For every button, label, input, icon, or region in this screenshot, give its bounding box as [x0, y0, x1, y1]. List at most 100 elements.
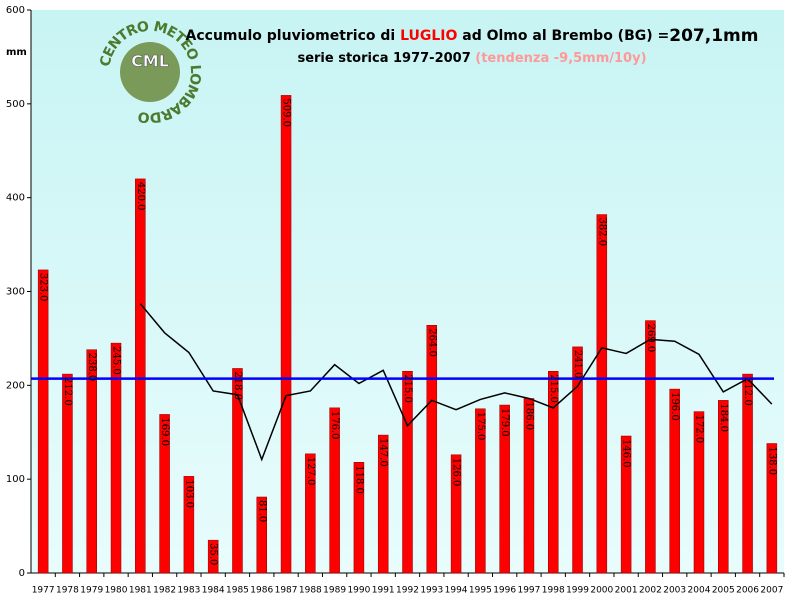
logo-text: CML: [131, 52, 169, 71]
value-label: 146.0: [621, 439, 632, 468]
value-label: 196.0: [669, 392, 680, 421]
subtitle-part: (tendenza -9,5mm/10y): [475, 51, 646, 66]
title-part: ad Olmo al Brembo (BG) =: [457, 28, 669, 44]
bar: [645, 320, 656, 574]
x-tick-label: 1977: [32, 586, 55, 596]
x-tick-label: 2005: [712, 586, 735, 596]
x-tick-label: 1981: [129, 586, 152, 596]
value-label: 138.0: [766, 447, 777, 476]
bar: [377, 434, 389, 574]
x-tick-label: 2001: [615, 586, 638, 596]
bar: [37, 269, 49, 574]
value-label: 184.0: [718, 403, 729, 432]
y-tick-label: 300: [6, 287, 25, 298]
value-label: 179.0: [499, 408, 510, 437]
value-label: 81.0: [256, 500, 267, 522]
value-label: 118.0: [353, 465, 364, 494]
subtitle-part: serie storica 1977-2007: [297, 51, 475, 66]
y-tick-label: 100: [6, 474, 25, 485]
bar: [596, 214, 608, 574]
value-label: 264.0: [426, 328, 437, 357]
trend-line: [139, 303, 773, 462]
value-label: 147.0: [378, 438, 389, 467]
bar: [232, 368, 243, 574]
bar: [207, 539, 219, 574]
value-label: 127.0: [305, 457, 316, 486]
x-tick-label: 1999: [566, 586, 589, 596]
bar: [86, 349, 97, 574]
bar: [426, 325, 438, 574]
bar: [353, 462, 365, 574]
x-tick-label: 1996: [493, 586, 516, 596]
value-label: 126.0: [451, 458, 462, 487]
bar: [693, 411, 705, 574]
x-tick-label: 2003: [663, 586, 686, 596]
value-label: 382.0: [596, 218, 607, 247]
x-tick-label: 1987: [275, 586, 298, 596]
value-label: 212.0: [742, 377, 753, 406]
x-tick-label: 2002: [639, 586, 662, 596]
x-tick-label: 1997: [517, 586, 540, 596]
y-tick-label: 0: [19, 568, 25, 579]
value-label: 509.0: [281, 98, 292, 127]
value-label: 420.0: [135, 182, 146, 211]
x-tick-label: 2000: [590, 586, 613, 596]
value-label: 245.0: [111, 346, 122, 375]
value-label: 215.0: [402, 374, 413, 403]
bar: [718, 400, 729, 574]
x-tick-label: 1993: [420, 586, 443, 596]
x-tick-label: 1994: [445, 586, 468, 596]
title-part: LUGLIO: [400, 28, 457, 44]
bar: [766, 443, 778, 574]
x-tick-label: 1998: [542, 586, 565, 596]
value-label: 218.0: [232, 371, 243, 400]
bar: [62, 373, 73, 574]
title-part: Accumulo pluviometrico di: [186, 28, 401, 44]
x-tick-label: 1984: [202, 586, 225, 596]
bar: [572, 346, 583, 574]
x-tick-label: 1995: [469, 586, 492, 596]
bar: [183, 476, 195, 574]
chart-subtitle: serie storica 1977-2007 (tendenza -9,5mm…: [297, 51, 646, 66]
x-tick-label: 1983: [177, 586, 200, 596]
x-tick-label: 1989: [323, 586, 346, 596]
title-part: 207,1mm: [669, 26, 758, 46]
logo-disc: [120, 42, 180, 102]
value-label: 212.0: [62, 377, 73, 406]
bar: [669, 388, 680, 574]
x-tick-label: 1992: [396, 586, 419, 596]
value-label: 238.0: [86, 353, 97, 382]
value-label: 186.0: [523, 401, 534, 430]
bar: [329, 407, 340, 574]
x-tick-label: 1990: [347, 586, 370, 596]
bar: [256, 496, 268, 574]
x-tick-label: 1979: [80, 586, 103, 596]
x-tick-label: 2007: [760, 586, 783, 596]
bar: [450, 454, 462, 574]
x-tick-label: 1986: [250, 586, 273, 596]
value-label: 176.0: [329, 411, 340, 440]
x-tick-label: 2004: [688, 586, 711, 596]
x-tick-label: 1991: [372, 586, 395, 596]
bar: [135, 178, 146, 574]
bar: [280, 95, 292, 574]
bar: [742, 373, 753, 574]
value-label: 103.0: [183, 479, 194, 508]
value-label: 175.0: [475, 412, 486, 441]
value-label: 172.0: [693, 415, 704, 444]
x-tick-label: 1982: [153, 586, 176, 596]
value-label: 323.0: [38, 273, 49, 302]
value-label: 169.0: [159, 417, 170, 446]
x-tick-label: 2006: [736, 586, 759, 596]
x-tick-label: 1980: [105, 586, 128, 596]
value-label: 241.0: [572, 350, 583, 379]
y-tick-label: 600: [6, 5, 25, 16]
bar: [547, 371, 559, 574]
bar: [402, 371, 413, 574]
bar: [305, 453, 316, 574]
y-tick-label: 400: [6, 193, 25, 204]
y-tick-label: 500: [6, 99, 25, 110]
bar: [499, 404, 510, 574]
bar: [620, 435, 632, 574]
